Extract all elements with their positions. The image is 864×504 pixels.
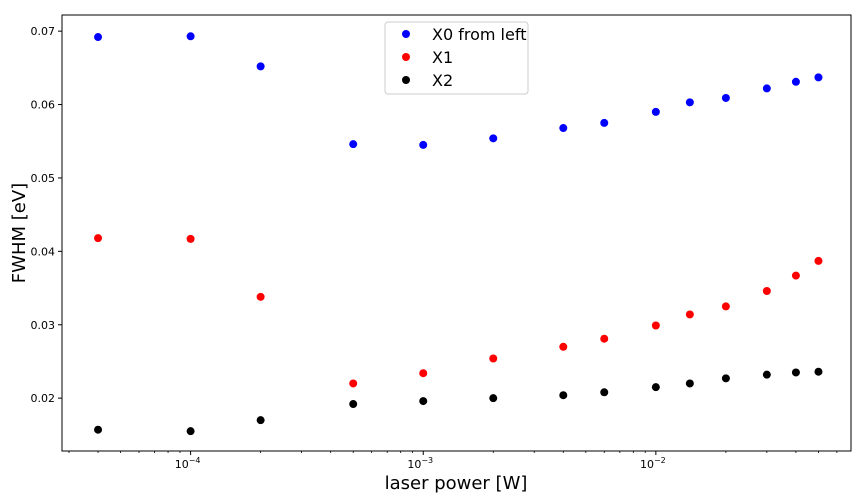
y-axis-ticks: 0.02 0.03 0.04 0.05 0.06 0.07 <box>31 25 62 405</box>
point-series0-4 <box>419 140 428 149</box>
point-series0-8 <box>651 107 660 116</box>
x-tick-label-0: 10−4 <box>175 456 201 471</box>
plot-frame <box>61 14 852 452</box>
point-series1-11 <box>762 286 771 295</box>
point-series1-5 <box>489 354 498 363</box>
point-series0-6 <box>559 124 568 133</box>
point-series1-2 <box>256 292 265 301</box>
point-series1-4 <box>419 369 428 378</box>
data-points <box>94 32 823 436</box>
x-tick-label-2: 10−2 <box>640 456 666 471</box>
point-series2-3 <box>349 400 358 409</box>
point-series0-3 <box>349 140 358 149</box>
point-series2-12 <box>791 368 800 377</box>
legend-label-x2: X2 <box>432 71 453 90</box>
point-series0-0 <box>94 33 103 42</box>
point-series2-6 <box>559 391 568 400</box>
point-series1-3 <box>349 379 358 388</box>
point-series1-8 <box>651 321 660 330</box>
y-axis-label: FWHM [eV] <box>9 183 30 283</box>
legend-marker-x0 <box>402 30 410 38</box>
point-series1-12 <box>791 271 800 280</box>
point-series2-5 <box>489 394 498 403</box>
y-tick-label-4: 0.06 <box>31 99 56 112</box>
point-series0-10 <box>721 93 730 102</box>
point-series2-0 <box>94 425 103 434</box>
point-series0-13 <box>814 73 823 82</box>
legend-label-x0: X0 from left <box>432 25 526 44</box>
y-tick-label-0: 0.02 <box>31 392 56 405</box>
y-tick-label-2: 0.04 <box>31 245 56 258</box>
point-series1-6 <box>559 342 568 351</box>
point-series2-8 <box>651 383 660 392</box>
point-series2-1 <box>186 427 195 436</box>
point-series1-1 <box>186 234 195 243</box>
x-axis-label: laser power [W] <box>385 473 528 494</box>
point-series2-11 <box>762 370 771 379</box>
point-series2-10 <box>721 374 730 383</box>
y-tick-label-5: 0.07 <box>31 25 56 38</box>
point-series2-9 <box>685 379 694 388</box>
point-series2-7 <box>600 388 609 397</box>
point-series0-12 <box>791 77 800 86</box>
point-series1-10 <box>721 302 730 311</box>
point-series2-13 <box>814 367 823 376</box>
x-tick-label-1: 10−3 <box>407 456 433 471</box>
point-series1-13 <box>814 256 823 265</box>
point-series1-0 <box>94 234 103 243</box>
point-series0-5 <box>489 134 498 143</box>
point-series2-4 <box>419 397 428 406</box>
point-series1-7 <box>600 334 609 343</box>
point-series0-11 <box>762 84 771 93</box>
legend-marker-x1 <box>402 53 410 61</box>
point-series1-9 <box>685 310 694 319</box>
y-tick-label-1: 0.03 <box>31 319 56 332</box>
point-series0-7 <box>600 118 609 127</box>
point-series0-9 <box>685 98 694 107</box>
y-tick-label-3: 0.05 <box>31 172 56 185</box>
legend-frame <box>384 21 529 95</box>
legend-marker-x2 <box>402 76 410 84</box>
legend: X0 from left X1 X2 <box>384 21 529 95</box>
x-axis-ticks: 10−4 10−3 10−2 <box>68 451 838 471</box>
legend-label-x1: X1 <box>432 48 453 67</box>
point-series2-2 <box>256 416 265 425</box>
point-series0-2 <box>256 62 265 71</box>
point-series0-1 <box>186 32 195 41</box>
